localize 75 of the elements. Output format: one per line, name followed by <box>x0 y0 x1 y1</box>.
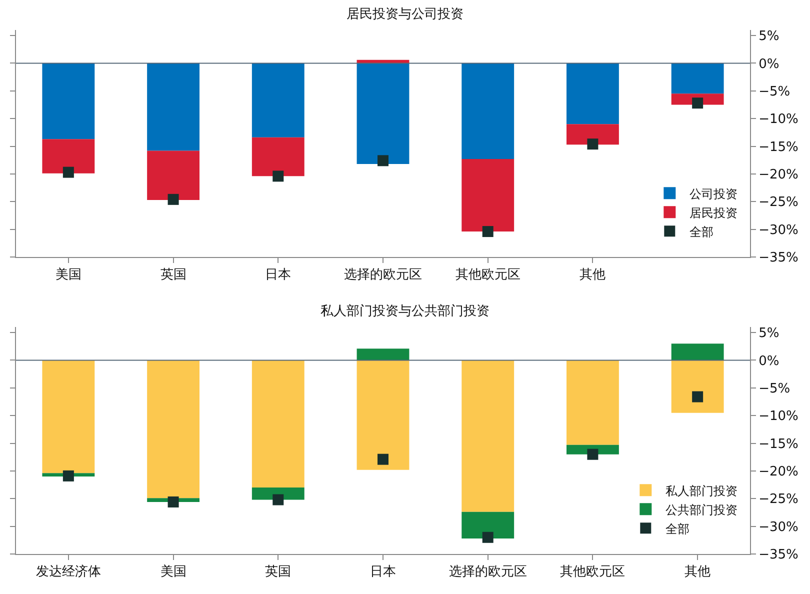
chart-title: 居民投资与公司投资 <box>346 7 464 22</box>
y-tick-label: 0% <box>758 354 780 369</box>
x-tick-label: 发达经济体 <box>36 564 101 580</box>
point <box>692 391 704 402</box>
point <box>168 194 179 205</box>
bar <box>252 360 304 488</box>
bar <box>566 360 619 445</box>
x-tick-label: 美国 <box>55 266 82 283</box>
x-tick-label: 其他 <box>580 268 606 283</box>
y-tick-label: −15% <box>758 436 798 452</box>
point <box>482 532 494 543</box>
legend-label: 公共部门投资 <box>666 502 738 517</box>
y-tick-label: −10% <box>758 112 798 128</box>
bar <box>356 348 410 360</box>
y-tick-label: −20% <box>758 464 798 480</box>
point <box>378 454 388 465</box>
y-tick-label: 0% <box>758 56 780 72</box>
bar <box>671 63 724 94</box>
y-tick-label: −5% <box>758 84 790 100</box>
bar <box>252 137 304 176</box>
legend-label: 公司投资 <box>690 186 738 201</box>
chart-title: 私人部门投资与公共部门投资 <box>320 303 490 320</box>
bar <box>252 63 304 138</box>
bar <box>462 512 514 538</box>
x-tick-label: 选择的欧元区 <box>448 564 527 580</box>
y-tick-label: 5% <box>758 29 780 44</box>
y-tick-label: −5% <box>758 381 790 396</box>
point <box>378 155 388 166</box>
point <box>482 226 494 238</box>
bar <box>566 124 619 145</box>
x-tick-label: 英国 <box>265 564 292 580</box>
x-tick-label: 日本 <box>370 564 396 580</box>
legend-label: 全部 <box>666 522 690 536</box>
y-tick-label: −35% <box>758 548 798 563</box>
y-tick-label: −10% <box>758 409 798 424</box>
bar <box>671 344 724 360</box>
point <box>62 166 74 178</box>
x-tick-label: 其他欧元区 <box>560 564 626 580</box>
bar <box>147 360 200 498</box>
y-tick-label: −20% <box>758 168 798 182</box>
bar <box>42 360 95 474</box>
x-tick-label: 美国 <box>160 564 186 580</box>
bar <box>462 360 514 512</box>
bar <box>462 63 514 159</box>
bar <box>147 63 200 151</box>
bar <box>671 360 724 413</box>
point <box>272 494 284 506</box>
y-tick-label: −15% <box>758 140 798 155</box>
point <box>168 496 179 508</box>
point <box>692 98 704 109</box>
point <box>587 448 598 460</box>
bar <box>42 63 95 140</box>
y-tick-label: −30% <box>758 520 798 535</box>
legend-label: 私人部门投资 <box>666 484 738 498</box>
bar <box>356 63 410 164</box>
y-tick-label: −25% <box>758 195 798 210</box>
point <box>62 470 74 482</box>
legend-label: 居民投资 <box>690 206 738 220</box>
bar <box>147 150 200 200</box>
x-tick-label: 选择的欧元区 <box>344 268 422 283</box>
x-tick-label: 日本 <box>265 268 292 283</box>
bar <box>356 360 410 470</box>
x-tick-label: 英国 <box>160 268 186 283</box>
y-tick-label: −35% <box>758 250 798 266</box>
x-tick-label: 其他 <box>684 564 711 580</box>
y-tick-label: −30% <box>758 222 798 238</box>
bar <box>462 159 514 232</box>
bar <box>42 139 95 174</box>
point <box>587 138 598 150</box>
bar <box>566 63 619 124</box>
legend-label: 全部 <box>690 224 714 239</box>
y-tick-label: 5% <box>758 326 780 342</box>
x-tick-label: 其他欧元区 <box>455 268 520 283</box>
point <box>272 170 284 182</box>
y-tick-label: −25% <box>758 492 798 508</box>
